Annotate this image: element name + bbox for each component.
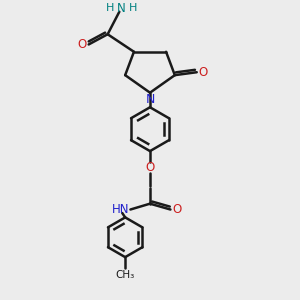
- Text: CH₃: CH₃: [116, 270, 135, 280]
- Text: N: N: [145, 93, 155, 106]
- Text: O: O: [172, 203, 182, 216]
- Text: H: H: [106, 3, 114, 13]
- Text: O: O: [78, 38, 87, 51]
- Text: N: N: [117, 2, 126, 15]
- Text: H: H: [129, 3, 137, 13]
- Text: O: O: [199, 66, 208, 79]
- Text: O: O: [146, 161, 154, 174]
- Text: HN: HN: [112, 203, 130, 216]
